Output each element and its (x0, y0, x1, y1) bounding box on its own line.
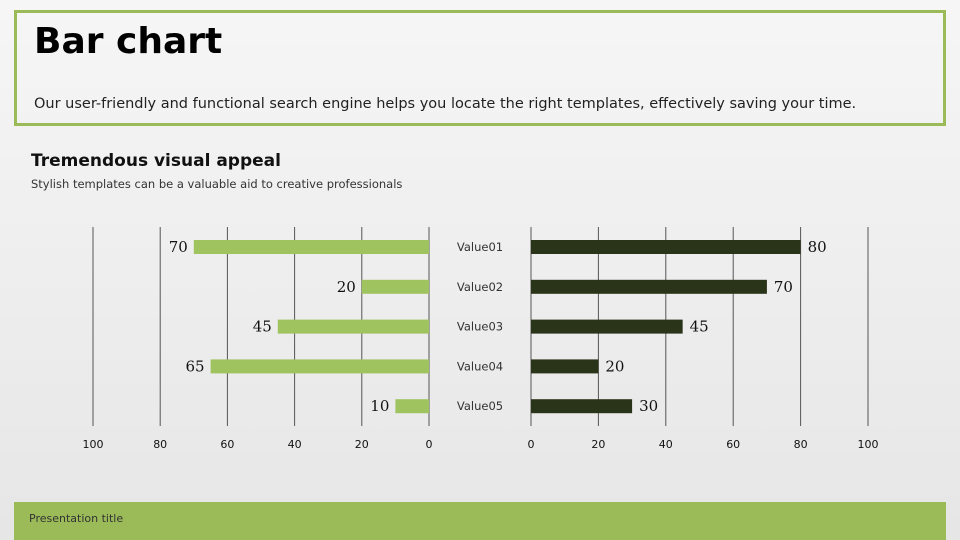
data-label-right: 45 (690, 318, 709, 336)
bars (193, 240, 801, 414)
category-label: Value04 (457, 359, 503, 373)
bar-left (210, 359, 429, 374)
data-label-left: 10 (370, 397, 389, 415)
category-label: Value03 (457, 320, 503, 334)
tick-label-left: 100 (83, 438, 104, 451)
bar-right (531, 240, 801, 254)
bar-left (361, 279, 429, 294)
data-label-left: 45 (253, 318, 272, 336)
tick-label-left: 80 (153, 438, 167, 451)
footer-presentation-title: Presentation title (29, 512, 124, 525)
tick-label-left: 60 (220, 438, 234, 451)
tick-label-left: 40 (288, 438, 302, 451)
tick-label-left: 20 (355, 438, 369, 451)
tick-label-right: 80 (794, 438, 808, 451)
data-label-left: 65 (186, 357, 205, 375)
data-label-left: 70 (169, 238, 188, 256)
data-label-right: 20 (605, 357, 624, 375)
category-label: Value05 (457, 399, 503, 413)
tick-label-right: 40 (659, 438, 673, 451)
slide-title: Bar chart (34, 21, 223, 62)
tick-label-right: 60 (726, 438, 740, 451)
category-label: Value01 (457, 240, 503, 254)
slide-description: Our user-friendly and functional search … (34, 96, 857, 112)
bar-right (531, 279, 767, 294)
title-box: Bar chart Our user-friendly and function… (14, 10, 946, 126)
footer-bar: Presentation title (14, 502, 946, 540)
bar-left (193, 240, 429, 254)
tick-label-right: 100 (858, 438, 879, 451)
labels: 100 80 60 40 20 0 0 20 40 60 80 100 70 Value01 80 20 Val… (83, 238, 879, 451)
data-label-right: 30 (639, 397, 658, 415)
bar-right (531, 399, 633, 414)
tick-label-right: 20 (591, 438, 605, 451)
category-label: Value02 (457, 280, 503, 294)
bar-left (277, 319, 429, 334)
data-label-left: 20 (337, 278, 356, 296)
tick-label-right: 0 (528, 438, 535, 451)
bar-right (531, 359, 599, 374)
chart-caption: Stylish templates can be a valuable aid … (31, 177, 403, 191)
bar-left (395, 399, 429, 414)
data-label-right: 70 (774, 278, 793, 296)
tick-label-left: 0 (426, 438, 433, 451)
chart-subtitle: Tremendous visual appeal (31, 151, 281, 171)
data-label-right: 80 (808, 238, 827, 256)
bar-right (531, 319, 683, 334)
